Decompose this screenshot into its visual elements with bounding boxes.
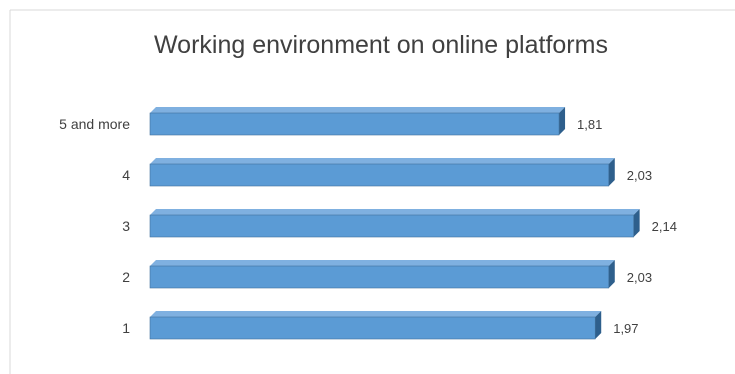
bar <box>149 209 640 238</box>
data-label: 1,81 <box>577 117 602 132</box>
bar-top-face <box>150 260 615 266</box>
data-label: 2,14 <box>652 219 677 234</box>
bar-top-face <box>150 311 602 317</box>
data-label: 2,03 <box>627 270 652 285</box>
chart-border <box>9 9 735 374</box>
bar <box>149 107 566 136</box>
category-tick-label: 4 <box>122 167 130 183</box>
category-tick-label: 5 and more <box>59 116 130 132</box>
bar <box>149 311 602 340</box>
bar-front-face <box>149 163 610 187</box>
data-label: 2,03 <box>627 168 652 183</box>
data-labels: 1,81 2,03 2,14 2,03 1,97 <box>577 117 677 336</box>
category-tick-label: 1 <box>122 320 130 336</box>
bar <box>149 260 615 289</box>
chart-title: Working environment on online platforms <box>154 31 608 59</box>
bar-side-face <box>633 209 640 237</box>
bar-top-face <box>150 107 566 113</box>
category-axis: 5 and more 4 3 2 1 <box>59 116 130 336</box>
bar-top-face <box>150 209 640 215</box>
bar <box>149 158 615 187</box>
bar-side-face <box>608 158 615 186</box>
bar-front-face <box>149 112 560 136</box>
bar-front-face <box>149 265 610 289</box>
bars-group <box>149 107 640 340</box>
bar-side-face <box>608 260 615 288</box>
bar-top-face <box>150 158 615 164</box>
category-tick-label: 2 <box>122 269 130 285</box>
bar-front-face <box>149 214 634 238</box>
bar-side-face <box>559 107 566 135</box>
data-label: 1,97 <box>613 321 638 336</box>
category-tick-label: 3 <box>122 218 130 234</box>
bar-side-face <box>595 311 602 339</box>
bar-front-face <box>149 316 596 340</box>
